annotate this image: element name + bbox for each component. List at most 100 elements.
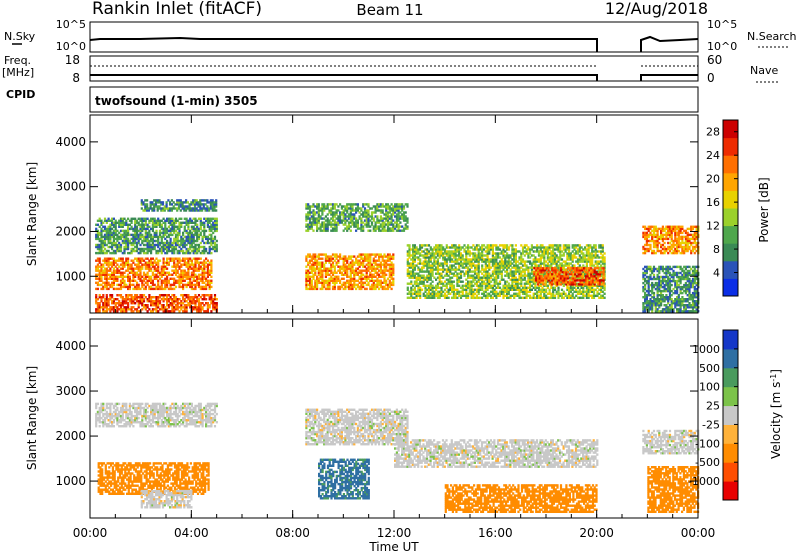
echo-cell	[180, 223, 183, 226]
echo-cell	[333, 227, 336, 230]
echo-cell	[146, 203, 149, 206]
echo-cell	[137, 277, 140, 280]
echo-cell	[185, 257, 188, 260]
echo-cell	[166, 241, 169, 245]
echo-cell	[365, 225, 368, 228]
echo-cell	[310, 221, 313, 224]
echo-cell	[98, 265, 101, 268]
echo-cell	[132, 267, 135, 270]
echo-cell	[180, 308, 183, 311]
echo-cell	[390, 213, 393, 216]
echo-cell	[144, 223, 147, 226]
echo-cell	[339, 203, 342, 206]
echo-cell	[392, 271, 395, 274]
date-title: 12/Aug/2018	[605, 0, 708, 18]
echo-cell	[337, 217, 340, 220]
echo-cell	[376, 209, 379, 212]
echo-cell	[111, 223, 114, 226]
echo-cell	[160, 203, 163, 206]
echo-cell	[199, 285, 202, 289]
echo-cell	[514, 272, 517, 275]
echo-cell	[127, 275, 130, 278]
echo-cell	[164, 279, 167, 282]
echo-cell	[150, 287, 153, 291]
echo-cell	[121, 310, 124, 313]
echo-cell	[169, 223, 172, 226]
echo-cell	[206, 294, 209, 297]
echo-cell	[546, 284, 549, 287]
echo-cell	[137, 251, 140, 255]
echo-cell	[109, 227, 112, 231]
echo-cell	[153, 233, 156, 237]
echo-cell	[370, 217, 374, 220]
echo-cell	[317, 205, 320, 208]
echo-cell	[102, 306, 105, 309]
echo-cell	[317, 207, 320, 210]
echo-cell	[190, 261, 193, 264]
echo-cell	[190, 239, 193, 243]
echo-cell	[157, 219, 160, 222]
echo-cell	[189, 231, 192, 235]
echo-cell	[397, 227, 400, 230]
echo-cell	[119, 245, 123, 249]
echo-cell	[197, 227, 201, 231]
echo-cell	[169, 209, 172, 212]
echo-cell	[119, 283, 123, 287]
echo-cell	[212, 300, 215, 303]
echo-cell	[189, 263, 192, 266]
echo-cell	[331, 213, 335, 216]
echo-cell	[160, 251, 163, 255]
echo-cell	[167, 310, 170, 313]
echo-cell	[205, 302, 208, 305]
echo-cell	[185, 221, 188, 224]
echo-cell	[208, 263, 211, 266]
echo-cell	[178, 281, 181, 284]
echo-cell	[161, 201, 165, 204]
echo-cell	[213, 296, 217, 299]
echo-cell	[105, 296, 108, 299]
echo-cell	[215, 239, 218, 243]
echo-cell	[137, 223, 140, 226]
echo-cell	[379, 215, 382, 218]
echo-cell	[193, 207, 197, 210]
echo-cell	[199, 223, 202, 226]
echo-cell	[146, 225, 149, 228]
echo-cell	[376, 221, 379, 224]
echo-cell	[164, 243, 167, 247]
echo-cell	[395, 215, 398, 218]
echo-cell	[153, 261, 156, 264]
echo-cell	[107, 237, 110, 241]
echo-cell	[194, 245, 197, 249]
echo-cell	[189, 267, 192, 270]
echo-cell	[137, 265, 140, 268]
echo-cell	[155, 300, 158, 303]
echo-cell	[144, 221, 147, 224]
echo-cell	[399, 229, 402, 232]
echo-cell	[183, 304, 186, 307]
echo-cell	[155, 285, 158, 289]
echo-cell	[157, 249, 160, 253]
echo-cell	[116, 233, 119, 237]
echo-cell	[96, 267, 99, 270]
echo-cell	[128, 279, 131, 282]
echo-cell	[166, 281, 169, 284]
echo-cell	[167, 247, 170, 251]
echo-cell	[210, 261, 213, 264]
echo-cell	[190, 300, 193, 303]
echo-cell	[128, 239, 131, 243]
echo-cell	[210, 225, 213, 228]
echo-cell	[157, 223, 160, 226]
echo-cell	[337, 209, 340, 212]
echo-cell	[203, 241, 206, 245]
echo-cell	[119, 310, 123, 313]
echo-cell	[381, 225, 384, 228]
echo-cell	[151, 296, 154, 299]
echo-cell	[463, 244, 466, 247]
echo-cell	[178, 233, 181, 237]
echo-cell	[95, 281, 98, 284]
echo-cell	[187, 241, 190, 245]
echo-cell	[158, 308, 162, 311]
echo-cell	[146, 273, 149, 276]
echo-cell	[180, 243, 183, 247]
echo-cell	[326, 225, 329, 228]
